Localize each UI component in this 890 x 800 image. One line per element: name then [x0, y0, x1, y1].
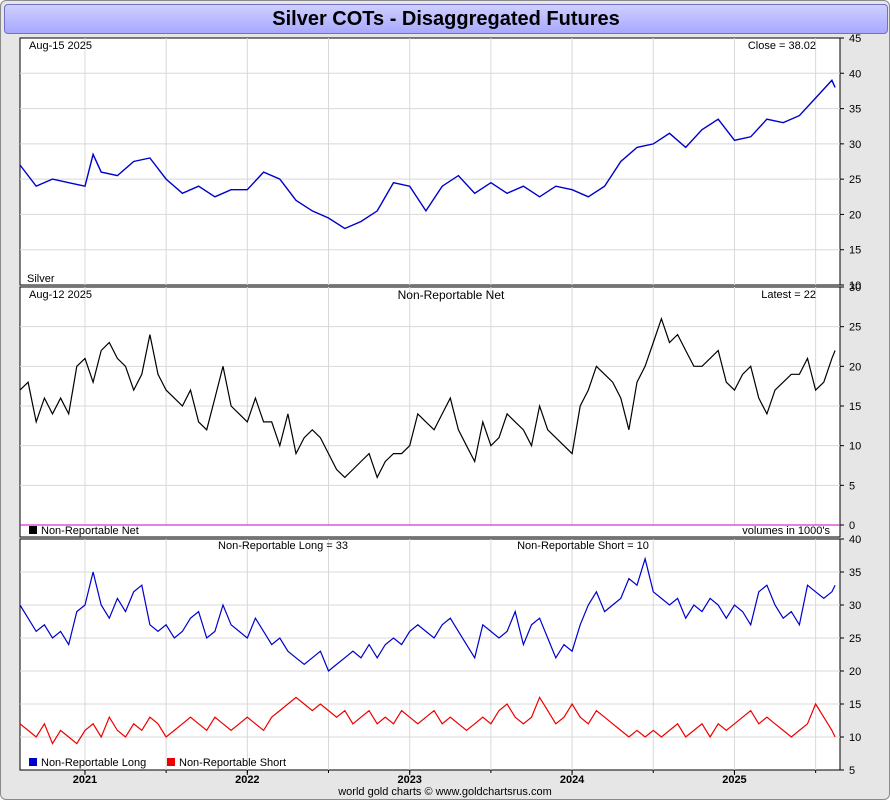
y-tick-label: 25	[849, 174, 861, 186]
y-tick-label: 15	[849, 699, 861, 711]
long-legend-swatch	[29, 758, 37, 766]
footer-credit: world gold charts © www.goldchartsrus.co…	[338, 786, 552, 798]
net-latest-label: Latest = 22	[761, 289, 816, 301]
net-grid	[20, 287, 840, 525]
net-date-label: Aug-12 2025	[29, 289, 92, 301]
long-short-grid	[20, 539, 840, 770]
y-tick-label: 45	[849, 33, 861, 45]
x-tick-label: 2022	[235, 774, 259, 786]
y-tick-label: 30	[849, 282, 861, 294]
long-legend-label: Non-Reportable Long	[41, 757, 146, 769]
short-legend-swatch	[167, 758, 175, 766]
y-tick-label: 20	[849, 209, 861, 221]
y-tick-label: 20	[849, 666, 861, 678]
net-legend-swatch	[29, 526, 37, 534]
short-legend-label: Non-Reportable Short	[179, 757, 286, 769]
y-tick-label: 10	[849, 732, 861, 744]
price-date-label: Aug-15 2025	[29, 40, 92, 52]
volumes-note: volumes in 1000's	[742, 525, 830, 537]
y-tick-label: 35	[849, 567, 861, 579]
net-y-axis: 0 5 10 15 20 25 30	[840, 282, 861, 532]
y-tick-label: 30	[849, 139, 861, 151]
x-tick-label: 2024	[560, 774, 585, 786]
y-tick-label: 35	[849, 104, 861, 116]
x-axis: 2021 2022 2023 2024 2025	[73, 770, 817, 786]
x-tick-label: 2021	[73, 774, 97, 786]
net-plot-area	[19, 286, 841, 538]
short-latest-label: Non-Reportable Short = 10	[517, 540, 649, 552]
price-series-label: Silver	[27, 273, 55, 285]
price-plot-area	[19, 37, 841, 286]
price-close-label: Close = 38.02	[748, 40, 816, 52]
y-tick-label: 20	[849, 361, 861, 373]
chart-title: Silver COTs - Disaggregated Futures	[272, 8, 620, 30]
y-tick-label: 10	[849, 441, 861, 453]
price-y-axis: 10 15 20 25 30 35 40 45	[840, 33, 861, 292]
title-bar: Silver COTs - Disaggregated Futures	[4, 4, 888, 34]
y-tick-label: 40	[849, 534, 861, 546]
net-panel: 0 5 10 15 20 25 30 Aug-12 2025 Non-Reportable …	[19, 282, 861, 538]
y-tick-label: 0	[849, 520, 855, 532]
long-short-y-axis: 5 10 15 20 25 30 35 40	[840, 534, 861, 777]
y-tick-label: 25	[849, 633, 861, 645]
y-tick-label: 25	[849, 322, 861, 334]
x-tick-label: 2023	[397, 774, 421, 786]
y-tick-label: 40	[849, 68, 861, 80]
y-tick-label: 5	[849, 765, 855, 777]
silver-price-line	[19, 79, 836, 230]
price-grid	[20, 38, 840, 285]
net-panel-title: Non-Reportable Net	[398, 288, 505, 302]
long-short-plot-area	[19, 538, 841, 771]
y-tick-label: 5	[849, 480, 855, 492]
x-tick-label: 2025	[722, 774, 746, 786]
y-tick-label: 10	[849, 280, 861, 292]
short-line	[19, 696, 836, 745]
long-latest-label: Non-Reportable Long = 33	[218, 540, 348, 552]
net-line	[19, 316, 836, 479]
y-tick-label: 15	[849, 401, 861, 413]
price-panel: 10 15 20 25 30 35 40 45 Aug-15 2025 Close = 38.…	[19, 33, 861, 292]
y-tick-label: 30	[849, 600, 861, 612]
long-line	[19, 556, 836, 672]
net-legend-label: Non-Reportable Net	[41, 525, 139, 537]
y-tick-label: 15	[849, 245, 861, 257]
